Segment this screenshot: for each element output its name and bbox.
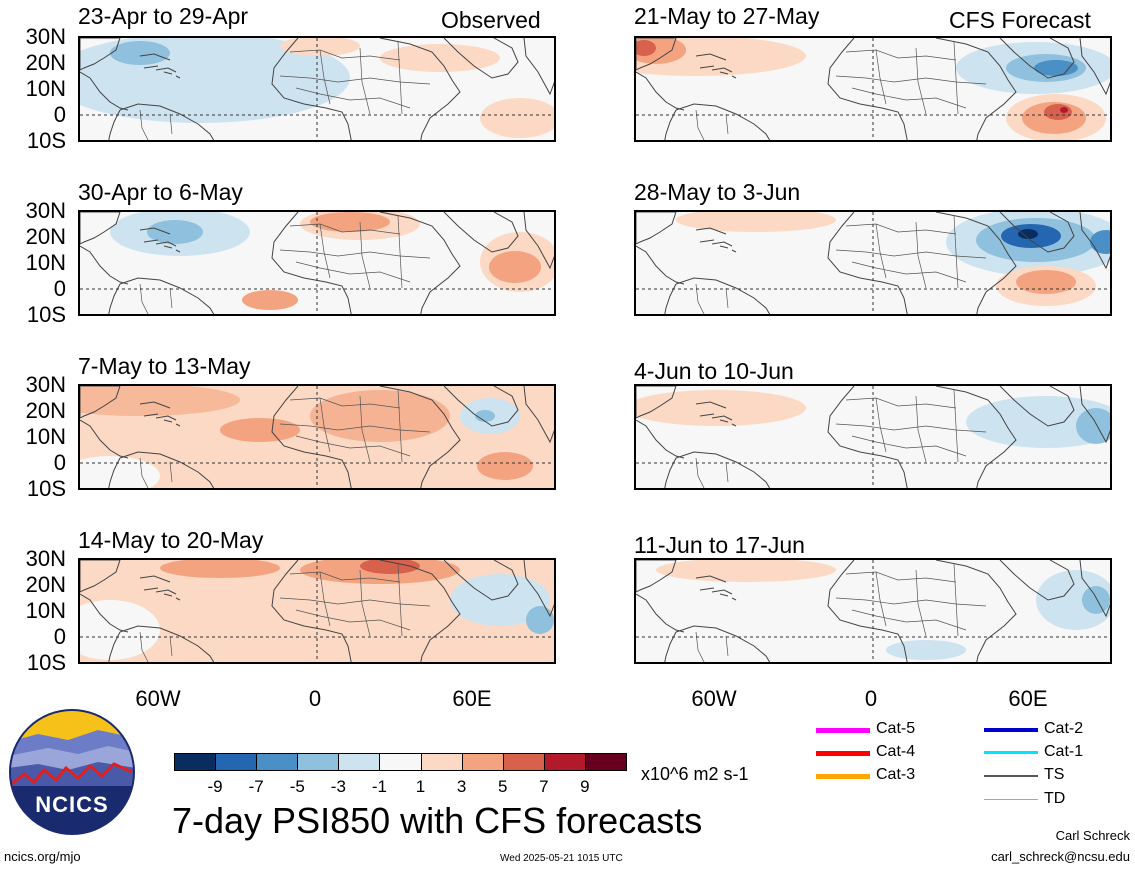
colorbar-label: 5 [497,777,508,796]
colorbar-label: -1 [371,777,388,796]
map-panel-obs-4 [78,558,556,664]
colorbar-label: -3 [330,777,346,796]
colorbar-swatch [297,753,340,771]
legend-swatch-td [984,799,1038,800]
x-tick: 0 [864,686,878,711]
colorbar: -9 -7 -5 -3 -1 1 3 5 7 9 [174,753,627,799]
panel-title-8: 11-Jun to 17-Jun [634,532,805,558]
colorbar-swatch [256,753,299,771]
footer-timestamp: Wed 2025-05-21 1015 UTC [500,853,623,864]
storm-legend: Cat-5 Cat-4 Cat-3 Cat-2 Cat-1 TS TD [816,718,1116,828]
y-tick: 0 [53,102,66,127]
observed-label: Observed [441,7,541,33]
colorbar-swatch [461,753,504,771]
colorbar-label: 3 [456,777,467,796]
legend-label-cat3: Cat-3 [876,766,916,783]
x-tick: 60E [452,686,492,711]
y-tick: 10N [25,424,66,449]
y-tick: 0 [53,276,66,301]
y-tick: 30N [25,372,66,397]
logo-text: NCICS [35,792,109,817]
x-tick: 0 [308,686,322,711]
colorbar-swatch [502,753,545,771]
colorbar-units: x10^6 m2 s-1 [641,764,749,784]
legend-swatch-cat4 [816,751,870,756]
panel-title-7: 4-Jun to 10-Jun [634,358,794,384]
x-tick: 60W [135,686,181,711]
colorbar-swatch [420,753,463,771]
legend-swatch-cat2 [984,728,1038,732]
y-tick: 30N [25,546,66,571]
footer-url: ncics.org/mjo [4,849,81,864]
map-panel-obs-2 [78,210,556,316]
legend-label-ts: TS [1044,766,1065,783]
y-tick: 20N [25,224,66,249]
map-panel-obs-3 [78,384,556,490]
colorbar-swatch [543,753,586,771]
x-tick: 60E [1008,686,1048,711]
legend-label-cat2: Cat-2 [1044,720,1084,737]
panel-title-1: 23-Apr to 29-Apr [78,3,249,29]
colorbar-label: -7 [248,777,264,796]
panel-title-3: 7-May to 13-May [78,353,251,379]
footer-email: carl_schreck@ncsu.edu [991,849,1130,864]
map-panel-fcst-2 [634,210,1112,316]
map-panel-fcst-3 [634,384,1112,490]
y-tick: 10N [25,598,66,623]
colorbar-swatch [379,753,422,771]
y-tick: 10S [26,476,66,501]
footer-author: Carl Schreck [1055,828,1130,843]
colorbar-swatch [215,753,258,771]
legend-label-cat1: Cat-1 [1044,743,1084,760]
panel-title-2: 30-Apr to 6-May [78,179,243,205]
y-tick: 10S [26,128,66,153]
legend-label-cat4: Cat-4 [876,743,916,760]
colorbar-label: -9 [207,777,223,796]
y-tick: 0 [53,450,66,475]
legend-label-td: TD [1044,790,1066,807]
y-tick: 30N [25,198,66,223]
y-tick: 20N [25,398,66,423]
legend-label-cat5: Cat-5 [876,720,916,737]
legend-swatch-cat3 [816,774,870,779]
y-tick: 30N [25,24,66,49]
cfs-forecast-label: CFS Forecast [949,7,1091,33]
colorbar-label: 1 [415,777,426,796]
map-panel-fcst-1 [634,36,1112,142]
panel-title-6: 28-May to 3-Jun [634,179,801,205]
legend-swatch-cat5 [816,728,870,733]
panel-title-5: 21-May to 27-May [634,3,820,29]
colorbar-swatch [338,753,381,771]
y-tick: 10S [26,650,66,675]
map-panel-obs-1 [78,36,556,142]
colorbar-swatch [584,753,627,771]
map-panel-fcst-4 [634,558,1112,664]
ncics-logo: NCICS [8,708,136,836]
colorbar-label: 9 [580,777,590,796]
colorbar-label: -5 [289,777,305,796]
legend-swatch-cat1 [984,751,1038,754]
y-tick: 10S [26,302,66,327]
main-title: 7-day PSI850 with CFS forecasts [172,800,703,841]
y-tick: 20N [25,50,66,75]
y-tick: 10N [25,250,66,275]
x-tick: 60W [691,686,737,711]
colorbar-swatch [174,753,217,771]
y-tick: 20N [25,572,66,597]
panel-title-4: 14-May to 20-May [78,527,264,553]
y-tick: 10N [25,76,66,101]
colorbar-label: 7 [539,777,549,796]
y-tick: 0 [53,624,66,649]
legend-swatch-ts [984,775,1038,777]
